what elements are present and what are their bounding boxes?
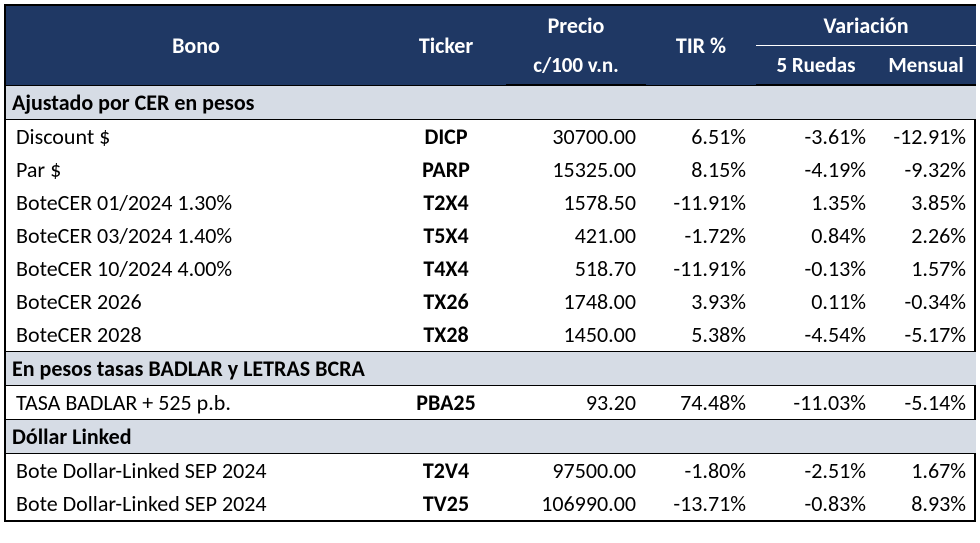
header-bono: Bono xyxy=(6,6,386,85)
table-row: Bote Dollar-Linked SEP 2024TV25106990.00… xyxy=(6,487,976,520)
cell-precio: 421.00 xyxy=(506,219,646,252)
cell-tir: 3.93% xyxy=(646,285,756,318)
cell-ticker: TX26 xyxy=(386,285,506,318)
cell-mensual: 8.93% xyxy=(876,487,976,520)
bond-table-container: Bono Ticker Precio TIR % Variación c/100… xyxy=(4,4,976,522)
cell-tir: -11.91% xyxy=(646,186,756,219)
bond-table: Bono Ticker Precio TIR % Variación c/100… xyxy=(6,6,976,520)
cell-ticker: PARP xyxy=(386,153,506,186)
cell-mensual: -9.32% xyxy=(876,153,976,186)
cell-5ruedas: -0.13% xyxy=(756,252,876,285)
cell-5ruedas: -4.54% xyxy=(756,318,876,352)
cell-bono: BoteCER 2026 xyxy=(6,285,386,318)
cell-precio: 93.20 xyxy=(506,386,646,420)
table-row: Bote Dollar-Linked SEP 2024T2V497500.00-… xyxy=(6,454,976,488)
cell-precio: 1450.00 xyxy=(506,318,646,352)
header-tir: TIR % xyxy=(646,6,756,85)
cell-tir: -13.71% xyxy=(646,487,756,520)
cell-precio: 1578.50 xyxy=(506,186,646,219)
table-body: Ajustado por CER en pesosDiscount $DICP3… xyxy=(6,85,976,520)
cell-mensual: 3.85% xyxy=(876,186,976,219)
cell-precio: 106990.00 xyxy=(506,487,646,520)
cell-mensual: -12.91% xyxy=(876,120,976,154)
cell-bono: BoteCER 10/2024 4.00% xyxy=(6,252,386,285)
cell-tir: 6.51% xyxy=(646,120,756,154)
cell-ticker: PBA25 xyxy=(386,386,506,420)
cell-precio: 1748.00 xyxy=(506,285,646,318)
cell-bono: Bote Dollar-Linked SEP 2024 xyxy=(6,454,386,488)
cell-ticker: T4X4 xyxy=(386,252,506,285)
table-row: TASA BADLAR + 525 p.b.PBA2593.2074.48%-1… xyxy=(6,386,976,420)
header-precio-bot: c/100 v.n. xyxy=(506,46,646,86)
section-title: En pesos tasas BADLAR y LETRAS BCRA xyxy=(6,352,976,386)
section-header: Dóllar Linked xyxy=(6,420,976,454)
table-row: BoteCER 2026TX261748.003.93%0.11%-0.34% xyxy=(6,285,976,318)
cell-tir: -1.80% xyxy=(646,454,756,488)
cell-tir: 8.15% xyxy=(646,153,756,186)
cell-mensual: -5.14% xyxy=(876,386,976,420)
table-row: BoteCER 03/2024 1.40%T5X4421.00-1.72%0.8… xyxy=(6,219,976,252)
cell-precio: 30700.00 xyxy=(506,120,646,154)
cell-precio: 97500.00 xyxy=(506,454,646,488)
table-row: Par $PARP15325.008.15%-4.19%-9.32% xyxy=(6,153,976,186)
section-title: Ajustado por CER en pesos xyxy=(6,85,976,120)
cell-tir: -11.91% xyxy=(646,252,756,285)
cell-ticker: T5X4 xyxy=(386,219,506,252)
cell-5ruedas: 0.11% xyxy=(756,285,876,318)
cell-bono: TASA BADLAR + 525 p.b. xyxy=(6,386,386,420)
cell-ticker: TV25 xyxy=(386,487,506,520)
cell-ticker: TX28 xyxy=(386,318,506,352)
cell-bono: BoteCER 03/2024 1.40% xyxy=(6,219,386,252)
section-header: En pesos tasas BADLAR y LETRAS BCRA xyxy=(6,352,976,386)
header-precio-top: Precio xyxy=(506,6,646,46)
section-title: Dóllar Linked xyxy=(6,420,976,454)
header-ticker: Ticker xyxy=(386,6,506,85)
cell-bono: Bote Dollar-Linked SEP 2024 xyxy=(6,487,386,520)
cell-precio: 518.70 xyxy=(506,252,646,285)
cell-ticker: T2X4 xyxy=(386,186,506,219)
cell-5ruedas: -2.51% xyxy=(756,454,876,488)
cell-mensual: -5.17% xyxy=(876,318,976,352)
cell-bono: BoteCER 2028 xyxy=(6,318,386,352)
cell-5ruedas: -0.83% xyxy=(756,487,876,520)
cell-5ruedas: -4.19% xyxy=(756,153,876,186)
header-mensual: Mensual xyxy=(876,46,976,86)
cell-ticker: T2V4 xyxy=(386,454,506,488)
cell-mensual: 2.26% xyxy=(876,219,976,252)
table-row: BoteCER 01/2024 1.30%T2X41578.50-11.91%1… xyxy=(6,186,976,219)
table-row: BoteCER 2028TX281450.005.38%-4.54%-5.17% xyxy=(6,318,976,352)
cell-precio: 15325.00 xyxy=(506,153,646,186)
cell-bono: BoteCER 01/2024 1.30% xyxy=(6,186,386,219)
cell-ticker: DICP xyxy=(386,120,506,154)
cell-mensual: -0.34% xyxy=(876,285,976,318)
cell-bono: Discount $ xyxy=(6,120,386,154)
cell-5ruedas: -3.61% xyxy=(756,120,876,154)
cell-5ruedas: 1.35% xyxy=(756,186,876,219)
table-row: BoteCER 10/2024 4.00%T4X4518.70-11.91%-0… xyxy=(6,252,976,285)
cell-5ruedas: 0.84% xyxy=(756,219,876,252)
table-row: Discount $DICP30700.006.51%-3.61%-12.91% xyxy=(6,120,976,154)
section-header: Ajustado por CER en pesos xyxy=(6,85,976,120)
cell-tir: 5.38% xyxy=(646,318,756,352)
cell-tir: -1.72% xyxy=(646,219,756,252)
cell-bono: Par $ xyxy=(6,153,386,186)
cell-mensual: 1.57% xyxy=(876,252,976,285)
cell-5ruedas: -11.03% xyxy=(756,386,876,420)
cell-mensual: 1.67% xyxy=(876,454,976,488)
table-header: Bono Ticker Precio TIR % Variación c/100… xyxy=(6,6,976,85)
header-5ruedas: 5 Ruedas xyxy=(756,46,876,86)
header-variacion: Variación xyxy=(756,6,976,46)
cell-tir: 74.48% xyxy=(646,386,756,420)
